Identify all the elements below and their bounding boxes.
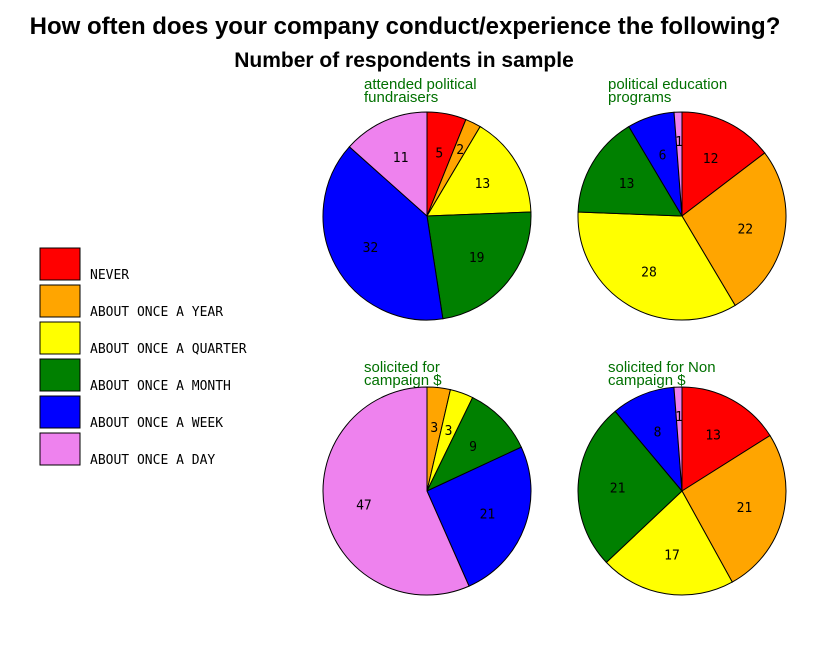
legend-label: ABOUT ONCE A QUARTER bbox=[90, 342, 247, 357]
pie-slice-about-once-a-month bbox=[426, 211, 532, 320]
pie-slice-about-once-a-day bbox=[673, 386, 683, 492]
legend-item-about-once-a-month: ABOUT ONCE A MONTH bbox=[39, 358, 231, 394]
slice-label-about-once-a-year: 21 bbox=[737, 501, 753, 516]
slice-label-about-once-a-year: 22 bbox=[737, 222, 753, 237]
slice-label-about-once-a-week: 8 bbox=[654, 425, 662, 440]
legend: NEVER ABOUT ONCE A YEAR ABOUT ONCE A QUART… bbox=[39, 247, 247, 468]
pie-slice-about-once-a-week bbox=[322, 146, 444, 321]
slice-label-about-once-a-day: 1 bbox=[675, 410, 683, 425]
pie-slice-about-once-a-month bbox=[577, 410, 683, 564]
pie-slice-never bbox=[681, 386, 771, 492]
slice-label-about-once-a-month: 19 bbox=[469, 251, 485, 266]
slice-label-about-once-a-month: 13 bbox=[619, 177, 635, 192]
legend-label: ABOUT ONCE A WEEK bbox=[90, 416, 223, 431]
legend-swatch bbox=[39, 284, 81, 318]
slice-label-about-once-a-week: 6 bbox=[659, 149, 667, 164]
legend-item-about-once-a-week: ABOUT ONCE A WEEK bbox=[39, 395, 223, 431]
pie-slice-about-once-a-month bbox=[577, 125, 683, 217]
pie-slice-about-once-a-day bbox=[322, 386, 470, 596]
slice-label-about-once-a-day: 1 bbox=[675, 135, 683, 150]
pie-title: attended political bbox=[364, 76, 477, 93]
slice-label-about-once-a-year: 2 bbox=[456, 143, 464, 158]
pie-slice-about-once-a-quarter bbox=[577, 211, 736, 321]
legend-label: ABOUT ONCE A DAY bbox=[90, 453, 215, 468]
legend-swatch bbox=[39, 321, 81, 355]
pie-slice-about-once-a-year bbox=[681, 152, 787, 307]
pie-title: solicited for Non bbox=[608, 359, 716, 376]
legend-item-about-once-a-year: ABOUT ONCE A YEAR bbox=[39, 284, 223, 320]
pie-slice-about-once-a-week bbox=[426, 446, 532, 587]
legend-swatch bbox=[39, 358, 81, 392]
slice-label-about-once-a-quarter: 3 bbox=[445, 424, 453, 439]
slice-label-never: 13 bbox=[705, 429, 721, 444]
legend-label: ABOUT ONCE A YEAR bbox=[90, 305, 223, 320]
pie-slice-about-once-a-month bbox=[425, 396, 522, 493]
slice-label-about-once-a-month: 21 bbox=[610, 481, 626, 496]
legend-item-never: NEVER bbox=[39, 247, 129, 283]
pie-title: campaign $ bbox=[364, 372, 442, 389]
slice-label-never: 5 bbox=[435, 147, 443, 162]
slice-label-about-once-a-day: 11 bbox=[393, 151, 409, 166]
legend-label: ABOUT ONCE A MONTH bbox=[90, 379, 231, 394]
slice-label-about-once-a-quarter: 17 bbox=[664, 549, 680, 564]
legend-label: NEVER bbox=[90, 268, 129, 283]
legend-swatch bbox=[39, 395, 81, 429]
slice-label-about-once-a-week: 32 bbox=[363, 241, 379, 256]
slice-label-about-once-a-quarter: 28 bbox=[641, 265, 657, 280]
legend-item-about-once-a-quarter: ABOUT ONCE A QUARTER bbox=[39, 321, 247, 357]
slice-label-about-once-a-week: 21 bbox=[480, 508, 496, 523]
pie-slice-about-once-a-day bbox=[348, 111, 428, 218]
pie-slice-about-once-a-year bbox=[681, 434, 787, 583]
legend-swatch bbox=[39, 432, 81, 466]
legend-item-about-once-a-day: ABOUT ONCE A DAY bbox=[39, 432, 215, 468]
pie-title: fundraisers bbox=[364, 89, 438, 106]
chart-subtitle: Number of respondents in sample bbox=[234, 49, 574, 72]
chart-title: How often does your company conduct/expe… bbox=[30, 13, 781, 40]
pie-slice-about-once-a-quarter bbox=[426, 125, 532, 217]
slice-label-about-once-a-year: 3 bbox=[430, 421, 438, 436]
pie-title: political education bbox=[608, 76, 727, 93]
pie-title: campaign $ bbox=[608, 372, 686, 389]
slice-label-about-once-a-day: 47 bbox=[356, 498, 372, 513]
legend-swatch bbox=[39, 247, 81, 281]
pie-slice-about-once-a-day bbox=[673, 111, 683, 217]
pie-slice-never bbox=[681, 111, 766, 218]
pie-slice-about-once-a-quarter bbox=[605, 490, 733, 596]
slice-label-never: 12 bbox=[703, 152, 719, 167]
slice-label-about-once-a-month: 9 bbox=[469, 440, 477, 455]
pie-title: programs bbox=[608, 89, 671, 106]
slice-label-about-once-a-quarter: 13 bbox=[475, 177, 491, 192]
pie-title: solicited for bbox=[364, 359, 440, 376]
